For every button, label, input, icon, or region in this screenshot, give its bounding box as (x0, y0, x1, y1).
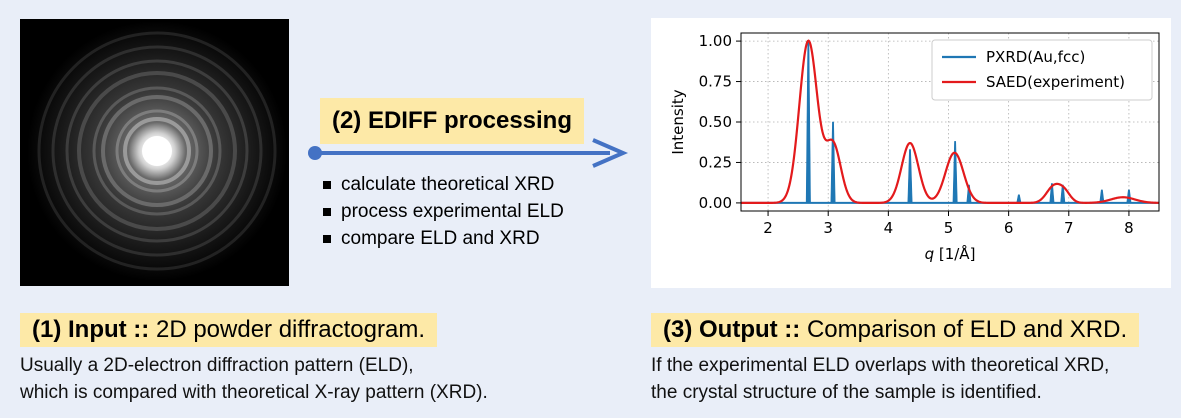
pxrd-peak (830, 121, 836, 204)
diffraction-pattern-image (20, 19, 289, 286)
y-tick-label: 0.75 (699, 73, 732, 91)
processing-step: calculate theoretical XRD (323, 171, 564, 198)
comparison-chart: 2 3 4 5 6 7 8 0.00 0.25 0.50 0.75 1.00 q [1/Å] Int… (651, 18, 1171, 288)
y-tick-label: 0.50 (699, 113, 732, 131)
legend-box (931, 39, 1153, 101)
x-tick-label: 2 (763, 219, 773, 237)
series-saed-line (741, 39, 1160, 205)
y-tick-label: 0.00 (699, 194, 732, 212)
input-heading: (1) Input :: 2D powder diffractogram. (20, 313, 437, 347)
x-tick-label: 6 (1004, 219, 1014, 237)
x-tick-label: 4 (884, 219, 894, 237)
x-tick-label: 7 (1064, 219, 1074, 237)
pxrd-peak (966, 184, 972, 204)
diffraction-rings-graphic (20, 19, 289, 286)
y-tick-label: 1.00 (699, 32, 732, 50)
bullet-square-icon (323, 234, 331, 243)
processing-arrow (308, 138, 629, 168)
pxrd-peak (1049, 183, 1055, 204)
pxrd-peak (1099, 189, 1105, 204)
output-caption-line1: If the experimental ELD overlaps with th… (651, 355, 1110, 376)
x-tick-label: 3 (823, 219, 833, 237)
input-caption-line1: Usually a 2D-electron diffraction patter… (20, 355, 414, 376)
pxrd-peak (1016, 194, 1022, 204)
y-tick-label: 0.25 (699, 153, 732, 171)
bullet-square-icon (323, 207, 331, 216)
processing-title: (2) EDIFF processing (320, 98, 584, 144)
x-axis-ticks: 2 3 4 5 6 7 8 (763, 211, 1134, 237)
output-heading: (3) Output :: Comparison of ELD and XRD. (651, 313, 1140, 347)
x-tick-label: 5 (944, 219, 954, 237)
processing-step: compare ELD and XRD (323, 225, 564, 252)
input-heading-rest: 2D powder diffractogram. (149, 316, 425, 343)
y-axis-ticks: 0.00 0.25 0.50 0.75 1.00 (699, 32, 741, 212)
x-axis-label: q [1/Å] (925, 244, 976, 263)
output-heading-bold: (3) Output :: (663, 316, 801, 343)
y-axis-label: Intensity (669, 89, 687, 154)
pxrd-peak (1126, 189, 1132, 204)
output-caption: If the experimental ELD overlaps with th… (651, 352, 1109, 406)
chart-svg: 2 3 4 5 6 7 8 0.00 0.25 0.50 0.75 1.00 q [1/Å] Int… (669, 32, 1160, 263)
input-heading-bold: (1) Input :: (32, 316, 150, 343)
pxrd-peak (1060, 184, 1066, 204)
pxrd-peak (805, 40, 811, 204)
arrow-head (592, 138, 629, 168)
input-caption: Usually a 2D-electron diffraction patter… (20, 352, 488, 406)
pxrd-peak (907, 149, 913, 204)
processing-step-label: calculate theoretical XRD (341, 174, 555, 195)
pxrd-peak (952, 141, 958, 204)
processing-step: process experimental ELD (323, 198, 564, 225)
chart-legend: PXRD(Au,fcc) SAED(experiment) (931, 39, 1153, 101)
processing-step-label: process experimental ELD (341, 201, 564, 222)
output-heading-rest: Comparison of ELD and XRD. (800, 316, 1128, 343)
legend-label-pxrd: PXRD(Au,fcc) (986, 48, 1085, 66)
legend-label-saed: SAED(experiment) (986, 73, 1125, 91)
x-tick-label: 8 (1124, 219, 1134, 237)
input-caption-line2: which is compared with theoretical X-ray… (20, 382, 488, 403)
bullet-square-icon (323, 180, 331, 189)
processing-step-label: compare ELD and XRD (341, 228, 540, 249)
series-pxrd (741, 40, 1159, 204)
output-caption-line2: the crystal structure of the sample is i… (651, 382, 1042, 403)
processing-steps: calculate theoretical XRD process experi… (323, 171, 564, 252)
